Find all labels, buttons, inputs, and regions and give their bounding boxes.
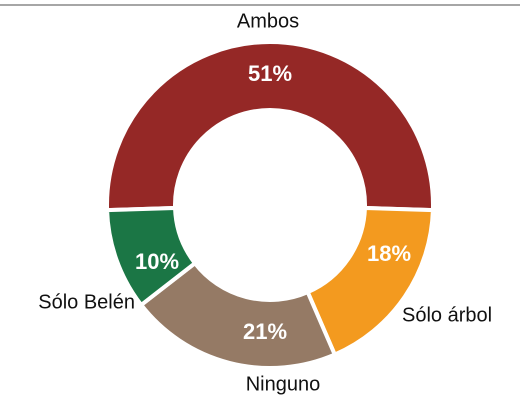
value-label: 51%: [248, 61, 292, 86]
value-label: 10%: [135, 249, 179, 274]
slice-label: Sólo árbol: [402, 304, 492, 326]
value-label: 21%: [243, 319, 287, 344]
donut-slice: [138, 260, 338, 370]
value-label: 18%: [367, 241, 411, 266]
donut-slice: [105, 205, 198, 308]
donut-slice: [105, 40, 435, 213]
slice-label: Sólo Belén: [38, 291, 135, 313]
slice-label: Ambos: [237, 10, 299, 32]
slice-label: Ninguno: [246, 373, 321, 395]
